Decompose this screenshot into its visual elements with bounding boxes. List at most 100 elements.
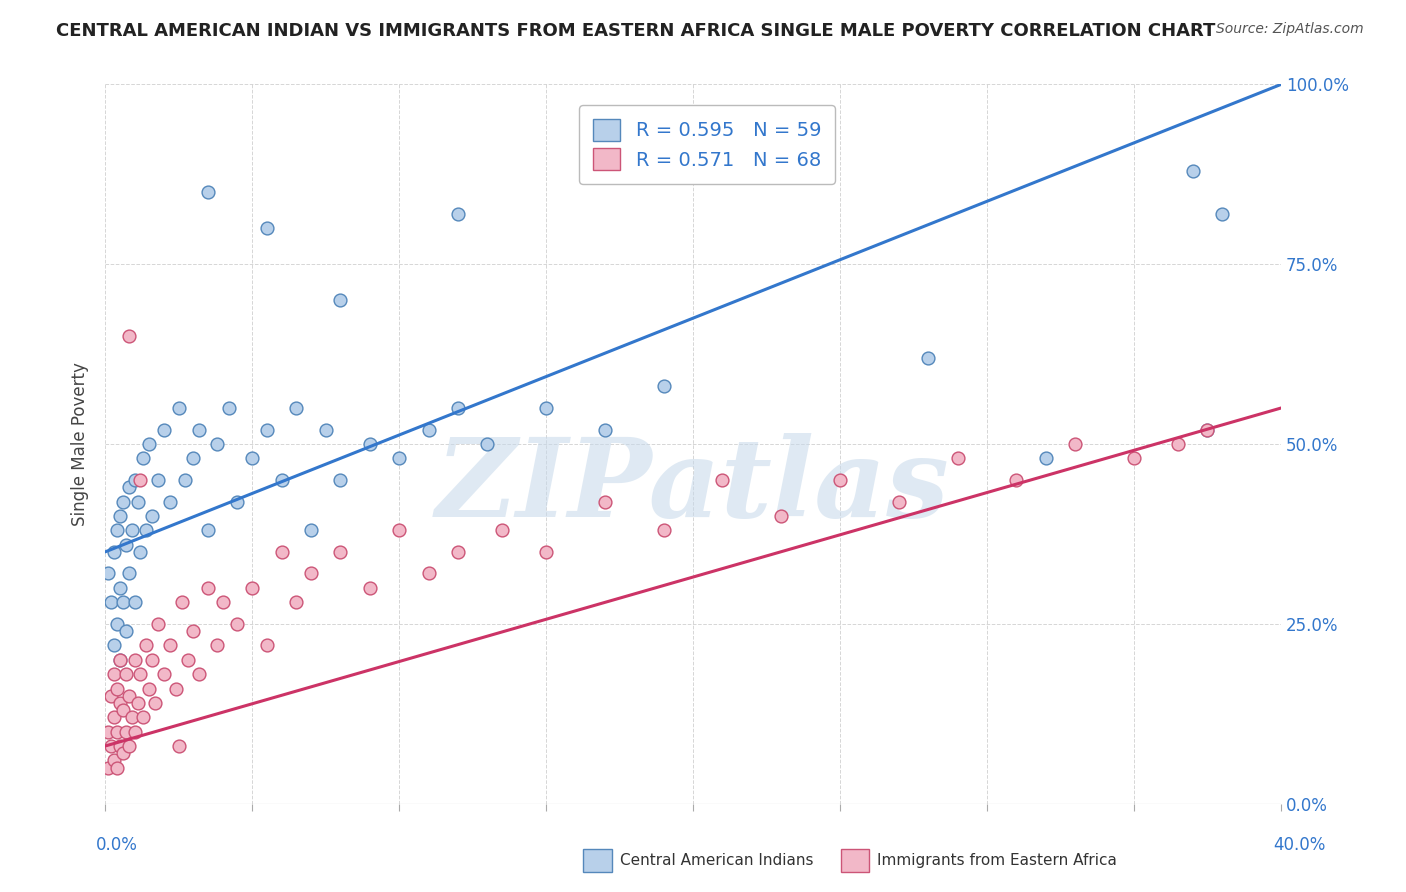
Point (100, 595, 122, 609)
Point (103, 638, 125, 652)
Point (127, 696, 149, 710)
Point (270, 545, 292, 559)
Point (153, 667, 176, 681)
Point (153, 423, 176, 437)
Text: CENTRAL AMERICAN INDIAN VS IMMIGRANTS FROM EASTERN AFRICA SINGLE MALE POVERTY CO: CENTRAL AMERICAN INDIAN VS IMMIGRANTS FR… (56, 22, 1216, 40)
Point (388, 451, 411, 466)
Point (111, 746, 134, 760)
Point (770, 508, 793, 523)
Point (105, 524, 128, 538)
Point (146, 616, 169, 631)
Text: 40.0%: 40.0% (1274, 836, 1326, 854)
Point (103, 753, 125, 767)
Point (240, 581, 263, 595)
Point (285, 401, 308, 415)
Point (917, 351, 939, 365)
Point (329, 473, 352, 487)
Point (256, 638, 278, 652)
Point (1123, 451, 1146, 466)
Point (100, 689, 122, 703)
Point (111, 595, 134, 609)
Point (887, 494, 910, 508)
Point (946, 451, 969, 466)
Point (141, 653, 163, 667)
Point (146, 473, 169, 487)
Point (124, 653, 146, 667)
Point (240, 451, 263, 466)
Point (127, 494, 149, 508)
Point (183, 624, 205, 638)
Point (138, 681, 160, 696)
Point (97, 761, 120, 775)
Point (226, 616, 249, 631)
Point (828, 473, 851, 487)
Point (121, 524, 143, 538)
Text: 0.0%: 0.0% (96, 836, 138, 854)
Point (447, 207, 470, 221)
Point (138, 437, 160, 451)
Point (256, 221, 278, 235)
Point (165, 681, 187, 696)
Point (176, 653, 198, 667)
Point (118, 329, 141, 343)
Point (97, 724, 120, 739)
Point (135, 524, 157, 538)
Point (226, 494, 249, 508)
Text: Immigrants from Eastern Africa: Immigrants from Eastern Africa (877, 854, 1118, 868)
Point (534, 545, 557, 559)
Point (132, 710, 155, 724)
Legend: R = 0.595   N = 59, R = 0.571   N = 68: R = 0.595 N = 59, R = 0.571 N = 68 (579, 105, 835, 184)
Point (111, 494, 134, 508)
Point (477, 437, 499, 451)
Point (129, 473, 152, 487)
Point (118, 480, 141, 494)
Point (359, 437, 381, 451)
Point (256, 423, 278, 437)
Point (124, 595, 146, 609)
Point (270, 473, 292, 487)
Point (299, 566, 322, 581)
Point (211, 595, 233, 609)
Point (329, 545, 352, 559)
Point (159, 638, 181, 652)
Point (299, 524, 322, 538)
Point (114, 667, 136, 681)
Point (1167, 437, 1189, 451)
Point (105, 761, 128, 775)
Point (329, 293, 352, 308)
Point (491, 524, 513, 538)
Point (183, 451, 205, 466)
Point (1197, 423, 1219, 437)
Point (1181, 163, 1204, 178)
Point (159, 494, 181, 508)
Point (108, 696, 131, 710)
Point (205, 638, 228, 652)
Point (105, 616, 128, 631)
Text: ZIPatlas: ZIPatlas (436, 434, 950, 541)
Point (188, 667, 211, 681)
Point (418, 566, 440, 581)
Text: Source: ZipAtlas.com: Source: ZipAtlas.com (1216, 22, 1364, 37)
Point (108, 653, 131, 667)
Point (593, 423, 616, 437)
Point (114, 724, 136, 739)
Point (1197, 423, 1219, 437)
Point (197, 186, 219, 200)
Point (129, 667, 152, 681)
Point (388, 524, 411, 538)
Point (1211, 207, 1233, 221)
Point (103, 667, 125, 681)
Point (135, 638, 157, 652)
Point (132, 451, 155, 466)
Point (108, 508, 131, 523)
Point (197, 524, 219, 538)
Point (315, 423, 337, 437)
Point (129, 545, 152, 559)
Point (1005, 473, 1028, 487)
Point (447, 545, 470, 559)
Point (218, 401, 240, 415)
Point (103, 545, 125, 559)
Point (173, 473, 195, 487)
Y-axis label: Single Male Poverty: Single Male Poverty (72, 362, 89, 526)
Point (124, 724, 146, 739)
